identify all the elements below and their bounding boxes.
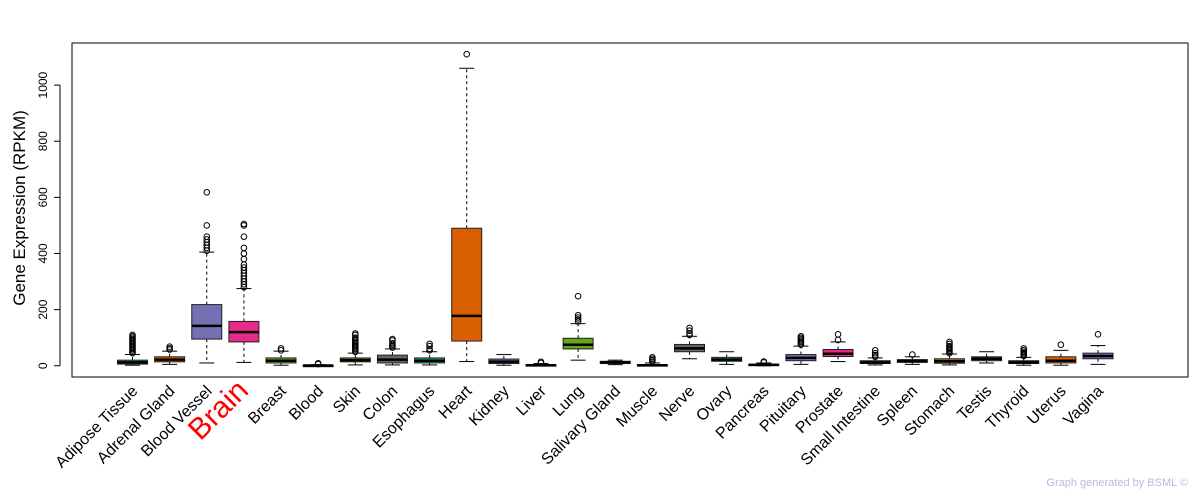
y-tick-label: 800 — [36, 131, 50, 151]
outlier-point — [909, 351, 916, 358]
outlier-point — [240, 250, 248, 257]
x-tick-label: Vagina — [1060, 383, 1106, 429]
outlier-point — [203, 189, 211, 196]
y-tick-label: 1000 — [36, 71, 50, 98]
outlier-point — [277, 345, 285, 352]
outlier-point — [537, 358, 545, 366]
outlier-point — [314, 359, 322, 367]
outlier-point — [1020, 347, 1028, 354]
outlier-point — [1094, 331, 1102, 338]
y-tick-label: 400 — [36, 243, 50, 263]
outlier-point — [649, 354, 656, 361]
x-tick-label: Liver — [513, 382, 550, 419]
outlier-point — [426, 345, 433, 353]
outlier-point — [686, 327, 693, 334]
x-tick-label: Blood — [286, 383, 327, 424]
outlier-point — [389, 335, 396, 343]
outlier-point — [797, 333, 805, 340]
x-tick-label: Uterus — [1024, 383, 1069, 428]
x-tick-label: Muscle — [613, 383, 661, 431]
outlier-point — [426, 342, 433, 350]
y-axis-label: Gene Expression (RPKM) — [10, 110, 29, 306]
y-tick-label: 600 — [36, 187, 50, 207]
x-tick-label: Breast — [245, 382, 290, 427]
outlier-point — [129, 331, 136, 339]
outlier-point — [574, 316, 582, 323]
y-tick-label: 0 — [36, 362, 50, 369]
outlier-point — [834, 331, 842, 338]
outlier-point — [946, 340, 953, 348]
outlier-point — [946, 338, 953, 346]
outlier-point — [240, 264, 248, 271]
outlier-point — [389, 340, 396, 347]
x-tick-label: Nerve — [656, 383, 698, 425]
plot-frame — [71, 42, 1189, 378]
outlier-point — [240, 220, 248, 228]
outlier-point — [574, 314, 582, 321]
outlier-point — [203, 236, 211, 243]
outlier-point — [166, 343, 173, 350]
credit-text: Graph generated by BSML © — [1046, 477, 1188, 489]
outlier-point — [871, 347, 879, 354]
outlier-point — [871, 349, 879, 357]
outlier-point — [426, 340, 433, 348]
outlier-point — [1057, 341, 1065, 349]
outlier-point — [352, 334, 359, 342]
outlier-point — [203, 222, 211, 229]
box-blood-vessel — [191, 304, 223, 340]
outlier-point — [871, 351, 879, 359]
y-tick-label: 200 — [36, 299, 50, 319]
outlier-point — [574, 318, 582, 325]
outlier-point — [240, 244, 248, 252]
box-heart — [451, 227, 483, 342]
outlier-point — [352, 330, 359, 337]
outlier-point — [946, 342, 953, 350]
outlier-point — [760, 358, 768, 365]
outlier-point — [1020, 345, 1028, 352]
outlier-point — [240, 233, 248, 240]
outlier-point — [686, 324, 693, 332]
outlier-point — [203, 233, 211, 240]
outlier-point — [277, 347, 285, 354]
outlier-point — [463, 50, 471, 58]
outlier-point — [574, 292, 582, 300]
outlier-point — [574, 311, 582, 319]
x-tick-label: Kidney — [466, 383, 513, 430]
outlier-point — [240, 255, 248, 263]
